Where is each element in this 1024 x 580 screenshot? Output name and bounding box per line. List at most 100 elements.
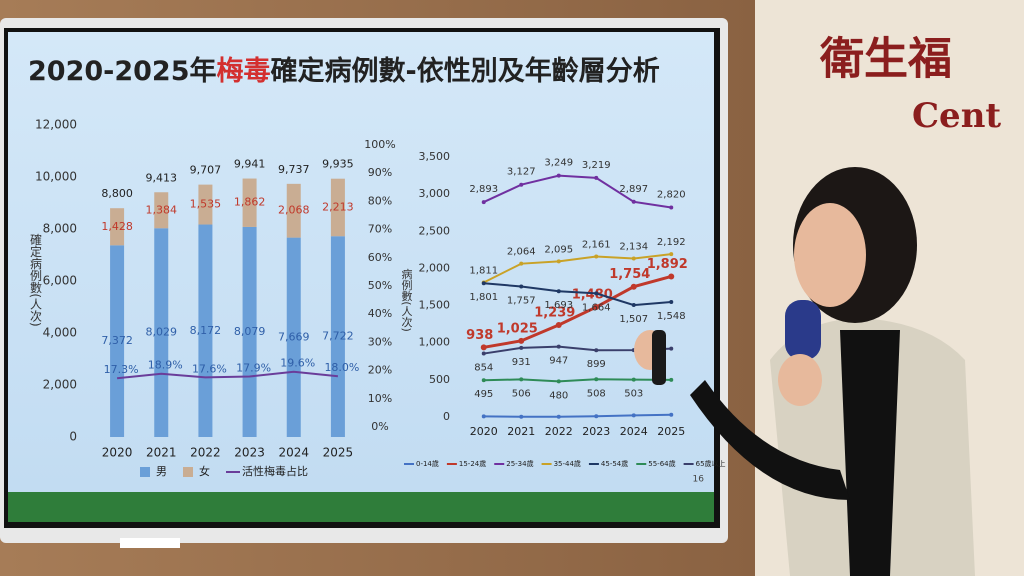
x-tick-label: 2020 xyxy=(470,425,498,438)
value-label: 17.9% xyxy=(236,362,271,375)
x-tick-label: 2025 xyxy=(323,446,354,460)
bar-segment xyxy=(154,192,169,229)
point xyxy=(594,175,599,180)
legend-label: 15-24歲 xyxy=(459,459,486,468)
y-axis-label: 確定病例數(人次) xyxy=(29,232,43,327)
point xyxy=(668,273,675,280)
point xyxy=(669,252,674,257)
point xyxy=(594,254,599,259)
value-label: 931 xyxy=(512,357,531,368)
value-label: 18.0% xyxy=(324,361,359,374)
bar-segment xyxy=(242,178,257,227)
legend-label: 女 xyxy=(199,464,210,478)
x-tick-label: 2023 xyxy=(234,446,265,460)
bar-segment xyxy=(198,184,213,225)
y-axis-label: 病例數(人次) xyxy=(400,267,413,332)
value-label: 1,801 xyxy=(469,292,498,303)
y-tick-label: 3,500 xyxy=(419,150,451,163)
y2-tick-label: 60% xyxy=(368,251,392,264)
value-label: 508 xyxy=(587,388,606,399)
value-label: 1,754 xyxy=(609,267,650,282)
point xyxy=(631,413,636,418)
point xyxy=(669,300,674,305)
value-label: 2,213 xyxy=(322,200,354,213)
value-label: 2,893 xyxy=(469,184,498,195)
bar-segment xyxy=(198,224,213,437)
x-tick-label: 2025 xyxy=(657,425,685,438)
shirt xyxy=(840,330,900,576)
y2-tick-label: 40% xyxy=(368,307,392,320)
legend-label: 25-34歲 xyxy=(506,459,533,468)
value-label: 1,757 xyxy=(507,295,536,306)
page-number: 16 xyxy=(693,475,705,485)
bar-segment xyxy=(242,226,257,437)
arm xyxy=(690,380,850,500)
point xyxy=(519,261,524,266)
value-label: 2,134 xyxy=(619,241,648,252)
value-label: 2,897 xyxy=(619,184,648,195)
presenter xyxy=(634,167,975,576)
point xyxy=(593,304,600,311)
value-label: 3,219 xyxy=(582,160,611,171)
y2-tick-label: 70% xyxy=(368,223,392,236)
y-tick-label: 8,000 xyxy=(43,222,77,236)
point xyxy=(631,199,636,204)
value-label: 1,548 xyxy=(657,311,686,322)
title-highlight: 梅毒 xyxy=(217,56,271,87)
title-part: 確定病例數-依性別及年齡層分析 xyxy=(271,55,660,87)
legend-swatch xyxy=(140,467,150,477)
value-label: 899 xyxy=(587,359,606,370)
x-tick-label: 2021 xyxy=(507,425,535,438)
point xyxy=(555,321,562,328)
point xyxy=(481,200,486,205)
value-label: 7,372 xyxy=(101,334,133,347)
value-label: 3,249 xyxy=(544,158,573,169)
total-label: 9,935 xyxy=(322,158,354,171)
value-label: 1,480 xyxy=(572,288,613,303)
value-label: 1,239 xyxy=(534,305,575,320)
point xyxy=(556,379,561,384)
legend-label: 65歲以上 xyxy=(696,459,726,468)
face xyxy=(794,203,866,307)
value-label: 503 xyxy=(624,389,643,400)
point xyxy=(480,344,487,351)
legend-label: 活性梅毒占比 xyxy=(242,464,308,478)
y-tick-label: 1,500 xyxy=(419,299,451,312)
bar-segment xyxy=(330,236,345,437)
point xyxy=(594,414,599,419)
point xyxy=(594,348,599,353)
value-label: 8,172 xyxy=(190,324,222,337)
point xyxy=(481,351,486,356)
point xyxy=(556,344,561,349)
y-tick-label: 3,000 xyxy=(419,187,451,200)
x-tick-label: 2022 xyxy=(545,425,573,438)
y-tick-label: 2,500 xyxy=(419,224,451,237)
point xyxy=(631,256,636,261)
point xyxy=(481,414,486,419)
value-label: 7,669 xyxy=(278,330,310,343)
bar-segment xyxy=(110,208,125,246)
y-tick-label: 1,000 xyxy=(419,336,451,349)
line xyxy=(483,275,672,349)
value-label: 1,535 xyxy=(190,198,222,211)
value-label: 3,127 xyxy=(507,167,536,178)
point xyxy=(481,378,486,383)
x-tick-label: 2024 xyxy=(278,446,309,460)
total-label: 9,941 xyxy=(234,158,266,171)
value-label: 938 xyxy=(466,328,493,343)
y-tick-label: 0 xyxy=(443,410,450,423)
y2-tick-label: 30% xyxy=(368,335,392,348)
y-tick-label: 10,000 xyxy=(35,170,77,184)
legend-label: 男 xyxy=(156,465,167,478)
y-tick-label: 4,000 xyxy=(43,326,77,340)
value-label: 2,064 xyxy=(507,247,536,258)
y2-tick-label: 0% xyxy=(371,420,388,433)
value-label: 854 xyxy=(474,363,493,374)
microphone xyxy=(785,300,821,360)
y2-tick-label: 50% xyxy=(368,279,392,292)
total-label: 9,707 xyxy=(190,164,222,177)
y2-tick-label: 20% xyxy=(368,364,392,377)
value-label: 1,664 xyxy=(582,302,611,313)
point xyxy=(519,377,524,382)
y2-tick-label: 100% xyxy=(364,138,395,151)
